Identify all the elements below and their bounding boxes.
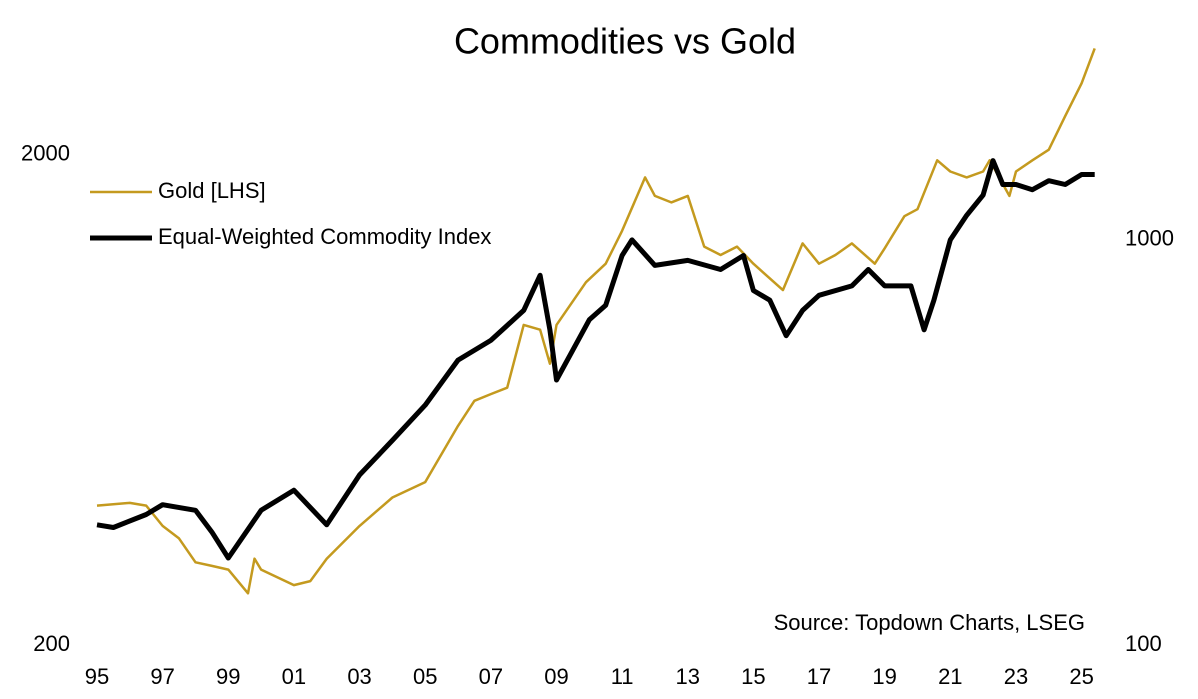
x-tick-label: 17 [807, 664, 831, 689]
x-tick-label: 13 [676, 664, 700, 689]
source-note: Source: Topdown Charts, LSEG [774, 610, 1085, 635]
chart-title: Commodities vs Gold [454, 21, 796, 62]
x-tick-label: 11 [611, 664, 634, 689]
data-line [96, 47, 1096, 595]
data-line [96, 158, 1095, 561]
x-tick-label: 05 [413, 664, 437, 689]
x-tick-label: 01 [282, 664, 306, 689]
x-tick-label: 95 [85, 664, 109, 689]
x-tick-label: 15 [741, 664, 765, 689]
legend-label: Equal-Weighted Commodity Index [158, 224, 491, 249]
y-tick-label: 200 [33, 631, 70, 656]
x-tick-label: 03 [347, 664, 371, 689]
x-tick-label: 19 [872, 664, 896, 689]
x-tick-label: 23 [1004, 664, 1028, 689]
x-tick-label: 99 [216, 664, 240, 689]
x-tick-label: 21 [938, 664, 962, 689]
y-tick-label: 2000 [21, 141, 70, 166]
x-tick-label: 09 [544, 664, 568, 689]
legend-label: Gold [LHS] [158, 178, 266, 203]
y2-tick-label: 100 [1125, 631, 1162, 656]
x-tick-label: 07 [479, 664, 503, 689]
y2-tick-label: 1000 [1125, 226, 1174, 251]
x-tick-label: 25 [1069, 664, 1093, 689]
x-tick-label: 97 [150, 664, 174, 689]
